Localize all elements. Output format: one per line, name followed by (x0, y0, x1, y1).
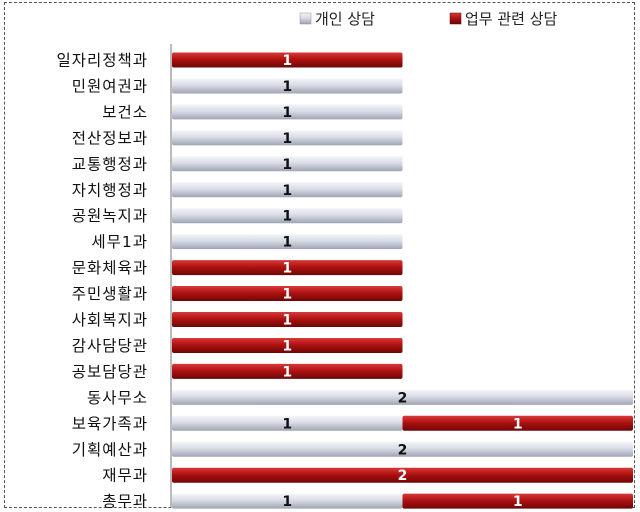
data-label: 2 (398, 468, 408, 484)
bar-segment-series-1 (172, 234, 403, 250)
data-label: 1 (282, 261, 292, 277)
category-label: 총무과 (102, 493, 148, 511)
data-label: 1 (282, 364, 292, 380)
bar-segment-series-1 (172, 182, 403, 198)
bar-segment-series-2 (172, 52, 403, 68)
category-label: 교통행정과 (72, 155, 148, 173)
data-label: 1 (282, 105, 292, 121)
bar-segment-series-1 (172, 78, 403, 94)
category-label: 세무1과 (91, 233, 148, 251)
bar-segment-series-1 (172, 415, 403, 431)
bar-segment-series-1 (172, 493, 403, 509)
category-label: 일자리정책과 (56, 52, 148, 70)
category-label: 기획예산과 (72, 441, 148, 459)
legend: 개인 상담 업무 관련 상담 (299, 10, 558, 28)
bar-segment-series-2 (402, 493, 633, 509)
data-label: 2 (398, 390, 408, 406)
bar-segment-series-2 (172, 467, 633, 483)
bar-segment-series-1 (172, 104, 403, 120)
bar-segment-series-2 (172, 312, 403, 327)
data-label: 1 (282, 338, 292, 354)
category-label: 감사담당관 (72, 337, 148, 355)
category-label: 자치행정과 (72, 181, 148, 199)
data-label: 1 (282, 183, 292, 199)
bar-segment-series-1 (172, 389, 633, 405)
data-label: 1 (282, 209, 292, 225)
bar-segment-series-2 (172, 337, 403, 353)
category-label: 보육가족과 (72, 415, 148, 433)
legend-swatch-2 (449, 12, 462, 25)
data-label: 1 (282, 235, 292, 251)
legend-swatch-1 (299, 12, 312, 25)
data-label: 2 (398, 442, 408, 458)
category-label: 주민생활과 (72, 285, 148, 303)
category-label: 재무과 (102, 467, 148, 485)
bar-segment-series-1 (172, 208, 403, 224)
data-label: 1 (282, 79, 292, 95)
bar-segment-series-2 (172, 286, 403, 302)
data-label: 1 (282, 494, 292, 510)
bar-segment-series-2 (402, 415, 633, 431)
category-label: 동사무소 (87, 389, 148, 407)
bar-segment-series-1 (172, 130, 403, 146)
bar-segment-series-1 (172, 156, 403, 172)
category-label: 사회복지과 (72, 311, 148, 329)
category-label: 전산정보과 (72, 129, 148, 147)
bar-segment-series-2 (172, 363, 403, 379)
data-label: 1 (282, 157, 292, 173)
data-label: 1 (282, 53, 292, 69)
data-label: 1 (282, 416, 292, 432)
category-label: 문화체육과 (72, 259, 148, 277)
data-label: 1 (282, 287, 292, 303)
data-label: 1 (513, 494, 523, 510)
category-label: 보건소 (102, 103, 148, 121)
data-label: 1 (282, 131, 292, 147)
data-label: 1 (513, 416, 523, 432)
category-label: 공원녹지과 (72, 207, 148, 225)
legend-label-1: 개인 상담 (315, 10, 375, 28)
category-label: 민원여권과 (72, 77, 148, 95)
legend-label-2: 업무 관련 상담 (465, 10, 558, 28)
data-label: 1 (282, 313, 292, 329)
bar-segment-series-2 (172, 260, 403, 276)
bar-segment-series-1 (172, 441, 633, 457)
category-label: 공보담당관 (72, 363, 148, 381)
